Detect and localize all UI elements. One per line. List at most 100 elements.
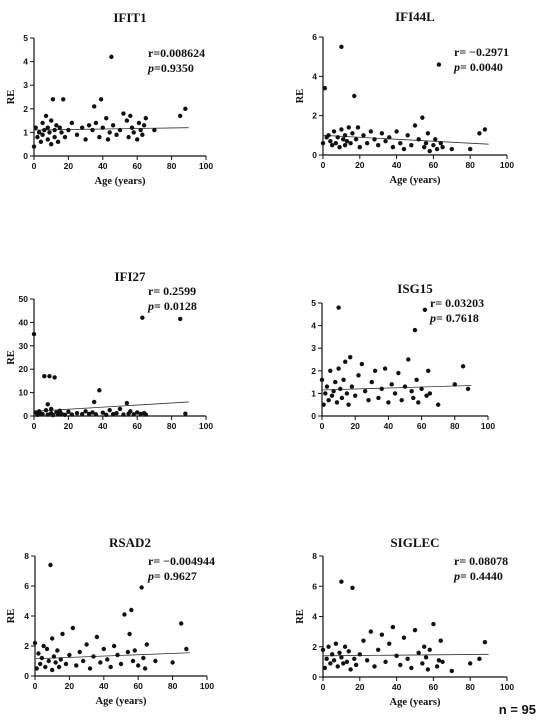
- data-point: [396, 370, 401, 376]
- data-point: [398, 141, 403, 146]
- x-tick-label: 80: [450, 421, 460, 431]
- data-point: [79, 125, 85, 130]
- data-point: [346, 125, 351, 130]
- correlation-r-label: r= −0.004944: [148, 554, 215, 568]
- x-tick-label: 0: [321, 682, 326, 692]
- data-point: [320, 141, 326, 146]
- data-point: [449, 668, 454, 674]
- x-tick-label: 80: [167, 421, 177, 431]
- data-point: [184, 646, 189, 652]
- data-point: [342, 644, 348, 649]
- data-point: [58, 657, 63, 662]
- data-point: [341, 137, 346, 142]
- p-value: = 0.4440: [460, 569, 503, 583]
- data-point: [392, 391, 398, 396]
- data-point: [59, 130, 64, 135]
- data-point: [110, 411, 116, 417]
- data-point: [352, 656, 357, 662]
- data-point: [50, 97, 56, 102]
- data-point: [74, 663, 79, 668]
- data-point: [36, 651, 41, 656]
- data-point: [359, 361, 365, 367]
- data-point: [110, 123, 116, 128]
- data-point: [50, 412, 56, 418]
- data-point: [436, 658, 442, 663]
- data-point: [349, 384, 355, 389]
- data-point: [94, 634, 100, 640]
- y-tick-label: 40: [19, 317, 29, 327]
- correlation-r-label: r=0.008624: [148, 46, 205, 60]
- data-point: [399, 397, 404, 403]
- data-point: [132, 648, 137, 653]
- chart-panel-ifit1: IFIT1 0 1 2 3 4 5 0 20 40 60 80 100 RE Age (years) r=0.…: [6, 10, 213, 187]
- data-point: [50, 636, 55, 641]
- data-point: [357, 652, 362, 657]
- data-point: [335, 664, 340, 669]
- data-point: [401, 635, 407, 640]
- data-point: [339, 127, 344, 132]
- data-point: [54, 123, 59, 128]
- y-tick-label: 3: [23, 80, 28, 90]
- data-point: [124, 400, 130, 406]
- data-point: [179, 621, 184, 626]
- data-point: [344, 659, 350, 665]
- x-tick-label: 60: [132, 161, 142, 171]
- data-point: [423, 655, 429, 660]
- y-tick-label: 2: [24, 641, 29, 651]
- data-point: [86, 123, 92, 128]
- data-point: [35, 134, 40, 140]
- data-point: [389, 382, 394, 387]
- data-point: [438, 638, 443, 643]
- data-point: [135, 410, 140, 415]
- data-point: [414, 377, 419, 383]
- data-point: [43, 407, 49, 413]
- data-point: [49, 406, 54, 412]
- data-point: [422, 307, 428, 312]
- p-symbol: p: [429, 311, 436, 325]
- data-point: [55, 139, 61, 145]
- data-point: [44, 646, 50, 652]
- data-point: [33, 125, 38, 130]
- data-point: [401, 146, 407, 152]
- x-tick-label: 60: [429, 160, 439, 170]
- data-point: [361, 638, 366, 643]
- data-point: [328, 139, 333, 144]
- data-point: [320, 647, 326, 652]
- data-point: [353, 662, 359, 668]
- data-point: [51, 654, 57, 659]
- data-point: [140, 132, 145, 137]
- data-point: [339, 579, 344, 584]
- data-point: [438, 141, 443, 146]
- data-point: [342, 142, 348, 148]
- data-point: [121, 412, 126, 417]
- data-point: [52, 127, 57, 133]
- data-point: [86, 411, 92, 417]
- data-point: [104, 412, 109, 418]
- y-tick-label: 6: [312, 32, 317, 42]
- sample-size-label: n = 95: [498, 702, 536, 717]
- y-axis-label: RE: [6, 609, 17, 624]
- data-point: [348, 667, 353, 672]
- data-point: [390, 144, 396, 150]
- data-point: [56, 664, 62, 670]
- data-point: [97, 134, 102, 140]
- data-point: [178, 113, 183, 119]
- data-point: [353, 137, 359, 142]
- data-point: [372, 137, 377, 142]
- data-point: [170, 660, 175, 665]
- data-point: [440, 659, 445, 665]
- data-point: [350, 585, 355, 590]
- data-point: [143, 116, 148, 121]
- y-axis-label: RE: [6, 350, 17, 365]
- y-tick-label: 30: [19, 341, 29, 351]
- data-point: [74, 410, 80, 416]
- data-point: [111, 643, 117, 649]
- data-point: [31, 144, 37, 149]
- data-point: [52, 375, 57, 380]
- y-tick-label: 4: [312, 71, 317, 81]
- data-point: [45, 125, 50, 130]
- y-tick-label: 4: [311, 321, 316, 331]
- x-tick-label: 40: [98, 421, 108, 431]
- data-point: [383, 139, 388, 144]
